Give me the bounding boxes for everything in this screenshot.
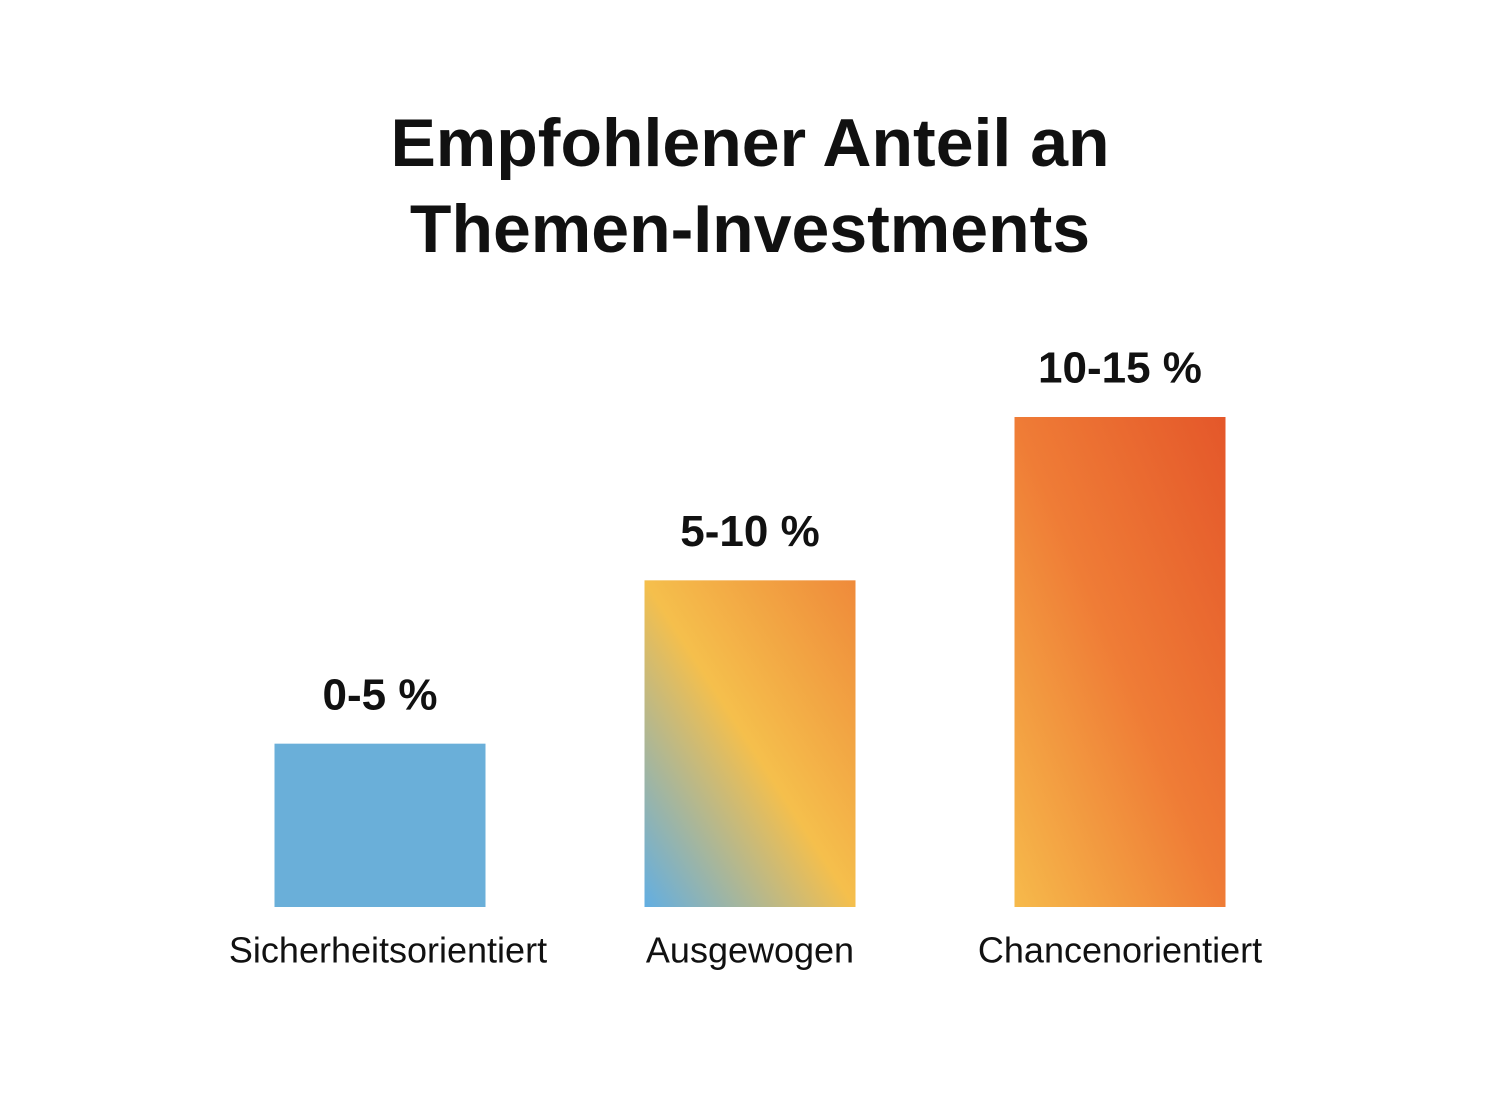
x-tick-label: Sicherheitsorientiert [229,930,547,971]
x-tick-label: Chancenorientiert [978,930,1262,971]
bar [274,743,486,907]
value-label: 10-15 % [1038,344,1202,393]
value-label: 5-10 % [680,507,819,556]
bar [644,580,856,907]
chart-title: Empfohlener Anteil an Themen-Investments [390,105,1110,267]
bar [1014,417,1226,907]
value-label: 0-5 % [323,670,438,719]
x-tick-label: Ausgewogen [646,930,854,971]
